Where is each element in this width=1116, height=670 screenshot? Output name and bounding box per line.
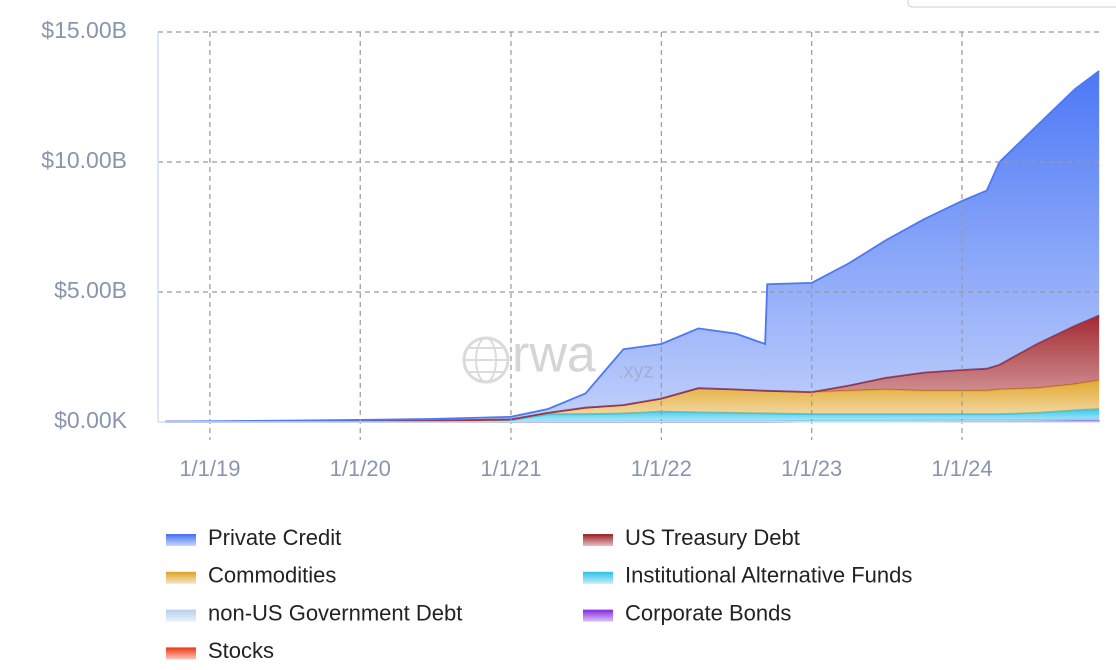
legend-label: US Treasury Debt	[625, 525, 800, 550]
watermark-main: rwa	[512, 326, 596, 384]
x-tick-label: 1/1/21	[480, 456, 541, 481]
legend-swatch[interactable]	[166, 610, 196, 622]
legend-label: Commodities	[208, 563, 336, 588]
legend-swatch[interactable]	[583, 610, 613, 622]
watermark-suffix: .xyz	[618, 360, 654, 382]
legend-swatch[interactable]	[166, 535, 196, 546]
x-tick-label: 1/1/24	[931, 456, 992, 481]
legend-label: Private Credit	[208, 525, 341, 550]
y-tick-label: $15.00B	[41, 17, 127, 43]
area	[165, 409, 1100, 422]
legend-swatch[interactable]	[583, 535, 613, 546]
legend-swatch[interactable]	[583, 572, 613, 584]
x-tick-label: 1/1/22	[631, 456, 692, 481]
legend-label: Corporate Bonds	[625, 600, 791, 625]
x-tick-label: 1/1/19	[179, 456, 240, 481]
area	[165, 71, 1100, 422]
legend-swatch[interactable]	[166, 572, 196, 584]
x-tick-label: 1/1/23	[781, 456, 842, 481]
control-box[interactable]	[907, 0, 1116, 8]
legend-label: non-US Government Debt	[208, 600, 462, 625]
y-tick-label: $10.00B	[41, 147, 127, 173]
legend-swatch[interactable]	[166, 648, 196, 660]
legend-label: Stocks	[208, 638, 274, 663]
y-tick-label: $5.00B	[54, 277, 127, 303]
area-line	[165, 70, 1100, 423]
x-tick-label: 1/1/20	[330, 456, 391, 481]
watermark: rwa .xyz	[462, 326, 654, 384]
y-tick-label: $0.00K	[54, 407, 128, 433]
legend-label: Institutional Alternative Funds	[625, 563, 912, 588]
